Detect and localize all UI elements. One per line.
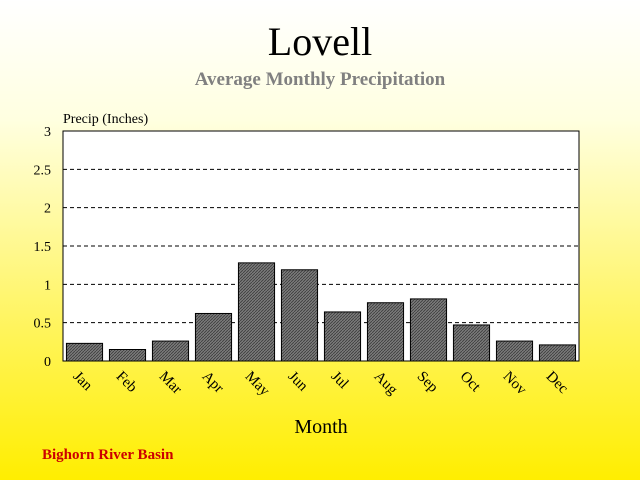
y-tick-label: 0.5 bbox=[34, 317, 52, 332]
x-tick-label: Nov bbox=[500, 369, 530, 399]
footer-basin-label: Bighorn River Basin bbox=[42, 447, 174, 463]
y-tick-label: 3 bbox=[44, 125, 51, 140]
bar-oct bbox=[452, 324, 491, 362]
y-tick-label: 1 bbox=[44, 278, 51, 293]
chart-subtitle: Average Monthly Precipitation bbox=[195, 69, 446, 90]
bar-apr bbox=[194, 312, 233, 362]
x-tick-label: Apr bbox=[199, 369, 227, 397]
y-tick-label: 2 bbox=[44, 202, 51, 217]
bar-jul bbox=[323, 311, 362, 362]
x-tick-label: Aug bbox=[371, 369, 401, 399]
y-tick-labels: 0 0.5 1 1.5 2 2.5 3 bbox=[34, 125, 52, 370]
bars bbox=[65, 262, 577, 362]
bar-may bbox=[237, 262, 276, 362]
x-tick-label: Mar bbox=[156, 369, 185, 398]
bar-feb bbox=[108, 349, 147, 362]
x-tick-labels: Jan Feb Mar Apr May Jun Jul Aug Sep Oct Nov Dec bbox=[70, 369, 572, 400]
bar-jun bbox=[280, 269, 319, 362]
x-axis-label: Month bbox=[294, 416, 347, 438]
bar-mar bbox=[151, 340, 190, 362]
x-tick-label: Jun bbox=[285, 369, 311, 395]
y-axis-label: Precip (Inches) bbox=[63, 112, 148, 127]
bar-aug bbox=[366, 302, 405, 362]
bar-dec bbox=[538, 344, 577, 362]
gridlines bbox=[63, 168, 579, 324]
y-tick-label: 2.5 bbox=[34, 163, 52, 178]
y-tick-label: 0 bbox=[44, 355, 51, 370]
x-tick-label: Jul bbox=[328, 369, 352, 393]
x-tick-label: Sep bbox=[414, 369, 441, 396]
x-tick-label: Oct bbox=[457, 369, 484, 396]
x-tick-label: Feb bbox=[113, 369, 140, 396]
bar-sep bbox=[409, 298, 448, 362]
x-tick-label: May bbox=[242, 369, 273, 400]
chart-title: Lovell bbox=[268, 19, 372, 64]
x-tick-label: Dec bbox=[543, 369, 572, 398]
y-tick-label: 1.5 bbox=[34, 240, 52, 255]
x-tick-label: Jan bbox=[70, 369, 96, 395]
bar-jan bbox=[65, 342, 104, 362]
bar-nov bbox=[495, 340, 534, 362]
